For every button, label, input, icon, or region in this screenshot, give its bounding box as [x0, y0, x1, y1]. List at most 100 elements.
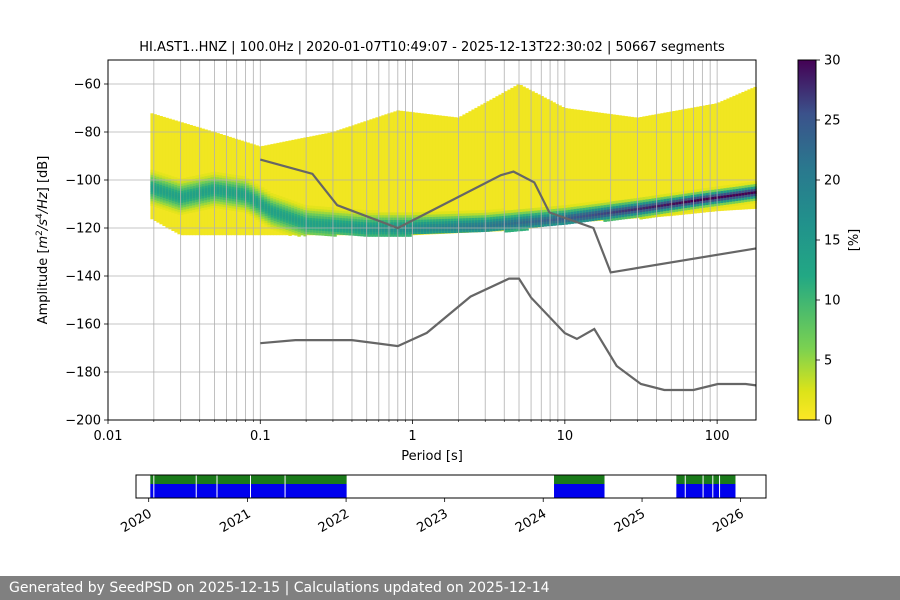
psd-bin	[213, 198, 217, 201]
psd-bin	[315, 225, 319, 229]
psd-bin	[225, 180, 229, 184]
psd-column	[474, 107, 478, 233]
psd-bin	[519, 228, 523, 232]
psd-bin	[435, 228, 439, 232]
psd-bin	[480, 222, 484, 225]
psd-bin	[267, 203, 271, 206]
psd-bin	[327, 211, 331, 215]
psd-bin	[165, 174, 169, 178]
psd-bin	[279, 198, 283, 202]
psd-bin	[552, 220, 556, 224]
psd-bin	[411, 214, 415, 218]
psd-bin	[150, 186, 154, 190]
psd-bin	[216, 193, 220, 197]
psd-bin	[600, 200, 604, 204]
psd-bin	[516, 214, 520, 217]
psd-column	[426, 114, 430, 235]
psd-bin	[153, 201, 157, 205]
psd-bin	[537, 224, 541, 228]
psd-bin	[222, 199, 226, 203]
psd-bin	[243, 202, 247, 206]
psd-bin	[171, 188, 175, 192]
psd-bin	[621, 211, 625, 215]
psd-column	[495, 96, 499, 232]
psd-bin	[501, 225, 505, 228]
psd-bin	[288, 228, 292, 232]
psd-bin	[480, 229, 484, 233]
psd-bin	[351, 213, 355, 217]
psd-bin	[642, 206, 646, 210]
psd-bin	[426, 223, 430, 227]
psd-bin	[717, 186, 721, 189]
psd-bin	[165, 198, 169, 202]
psd-bin	[405, 214, 409, 218]
psd-bin	[177, 190, 181, 194]
psd-bin	[471, 229, 475, 233]
psd-bin	[684, 190, 688, 194]
psd-bin	[480, 210, 484, 213]
psd-bin	[300, 215, 304, 219]
psd-bin	[405, 212, 409, 216]
psd-bin	[726, 187, 730, 191]
psd-bin	[714, 193, 718, 197]
psd-bin	[375, 229, 379, 232]
psd-bin	[462, 220, 466, 224]
psd-bin	[339, 222, 343, 226]
psd-bin	[588, 201, 592, 205]
psd-bin	[159, 203, 163, 207]
psd-bin	[597, 205, 601, 209]
psd-bin	[159, 189, 163, 193]
psd-bin	[186, 184, 190, 188]
psd-bin	[522, 211, 526, 215]
psd-bin	[222, 192, 226, 196]
psd-bin	[285, 229, 289, 233]
psd-bin	[435, 218, 439, 222]
psd-bin	[693, 203, 697, 207]
psd-bin	[390, 217, 394, 220]
psd-bin	[282, 218, 286, 222]
psd-bin	[201, 176, 205, 180]
psd-bin	[372, 224, 376, 228]
psd-bin	[579, 212, 583, 216]
psd-column	[405, 111, 409, 236]
psd-column	[735, 94, 739, 210]
psd-bin	[336, 231, 340, 235]
psd-bin	[411, 231, 415, 235]
psd-bin	[195, 208, 199, 212]
psd-bin	[642, 204, 646, 207]
psd-bin	[444, 220, 448, 224]
psd-bin	[345, 210, 349, 214]
psd-bin	[252, 205, 256, 209]
psd-bin	[723, 204, 727, 208]
psd-bin	[156, 183, 160, 187]
psd-bin	[303, 219, 307, 222]
psd-bin	[552, 211, 556, 214]
psd-bin	[195, 175, 199, 179]
psd-bin	[468, 222, 472, 226]
psd-bin	[537, 217, 541, 220]
psd-bin	[732, 201, 736, 204]
psd-bin	[261, 216, 265, 219]
psd-bin	[228, 176, 232, 180]
psd-bin	[702, 207, 706, 211]
psd-bin	[264, 220, 268, 224]
psd-bin	[231, 196, 235, 199]
psd-bin	[582, 214, 586, 218]
psd-bin	[447, 213, 451, 217]
psd-bin	[513, 216, 517, 220]
psd-bin	[474, 212, 478, 216]
psd-bin	[654, 204, 658, 208]
psd-bin	[282, 214, 286, 217]
psd-bin	[660, 196, 664, 200]
psd-bin	[735, 183, 739, 187]
psd-bin	[606, 213, 610, 217]
psd-bin	[318, 227, 322, 231]
psd-bin	[153, 199, 157, 203]
psd-bin	[636, 200, 640, 204]
psd-bin	[702, 193, 706, 196]
psd-bin	[624, 213, 628, 217]
psd-bin	[468, 217, 472, 221]
psd-bin	[198, 208, 202, 212]
psd-bin	[291, 229, 295, 233]
psd-bin	[201, 174, 205, 177]
